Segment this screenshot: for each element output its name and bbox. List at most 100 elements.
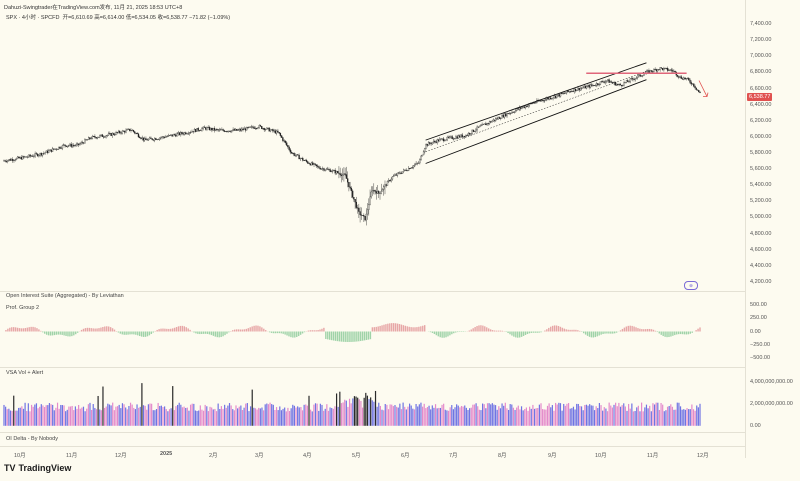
oi-bar [443, 331, 445, 338]
candle-body [457, 135, 460, 139]
candle-body [647, 70, 649, 72]
vsa-bar [198, 410, 200, 426]
oi-bar [441, 331, 443, 338]
oi-bar [177, 326, 180, 332]
candle-body [120, 132, 122, 134]
oi-bar [323, 327, 325, 332]
candle-body [79, 143, 81, 146]
candle-body [629, 78, 631, 82]
candle-body [576, 89, 578, 92]
candle-body [43, 153, 45, 154]
candle-body [655, 69, 658, 72]
oi-bar [629, 325, 631, 332]
candle-body [63, 144, 65, 146]
candle-body [573, 88, 575, 92]
vsa-bar [9, 410, 12, 426]
vsa-bar [527, 410, 529, 426]
oi-bar [32, 326, 34, 332]
vsa-bar [391, 404, 393, 426]
vsa-bar [219, 408, 221, 426]
vsa-bar [74, 406, 76, 426]
oi-delta-title[interactable]: OI Delta - By Nobody [6, 436, 58, 442]
vsa-bar [350, 403, 352, 426]
vsa-bar [102, 386, 104, 426]
candle-body [130, 130, 132, 131]
candle-body [673, 70, 675, 72]
oi-bar [346, 331, 348, 342]
candle-body [680, 76, 682, 79]
candle-body [259, 125, 262, 127]
oi-bar [451, 331, 453, 335]
indicator-badge-icon[interactable]: ⊕ [684, 281, 698, 290]
oi-bar [482, 325, 484, 332]
vsa-bar [572, 406, 575, 426]
vsa-bar [311, 411, 313, 426]
candle-body [685, 78, 687, 80]
vsa-tick: 4,000,000,000.00 [750, 378, 793, 385]
candle-body [561, 93, 563, 94]
candle-body [349, 186, 351, 189]
oi-bar [193, 331, 195, 333]
vsa-bar [313, 404, 315, 426]
oi-bar [468, 330, 470, 332]
oi-bar [299, 331, 302, 335]
oi-bar [534, 331, 536, 333]
candle-body [31, 155, 34, 157]
oi-pane-title[interactable]: Open Interest Suite (Aggregated) - By Le… [6, 293, 124, 299]
vsa-bar [551, 405, 553, 426]
candle-body [310, 162, 313, 166]
vsa-pane-title[interactable]: VSA Vol + Alert [6, 370, 44, 376]
candle-body [505, 113, 507, 117]
candle-body [385, 184, 387, 186]
candle-body [543, 100, 546, 102]
vsa-bar [250, 406, 252, 426]
vsa-bar [30, 404, 33, 426]
oi-bar [71, 331, 73, 337]
oi-bar [615, 331, 618, 333]
candle-body [266, 127, 268, 130]
oi-bar [486, 327, 488, 332]
candle-body [400, 173, 402, 175]
oi-bar [140, 331, 143, 337]
vsa-bar [353, 396, 356, 426]
prof-group-label[interactable]: Prof. Group 2 [6, 305, 40, 311]
time-tick: 10月 [595, 453, 607, 459]
oi-bar [643, 329, 645, 332]
oi-bar [476, 326, 478, 332]
oi-bar [139, 331, 141, 337]
oi-bar [55, 331, 58, 335]
oi-bar [363, 331, 366, 341]
vsa-bar [345, 400, 347, 426]
candle-body [302, 157, 304, 161]
vsa-bar [21, 406, 23, 426]
candle-body [323, 168, 325, 171]
candle-body [583, 85, 585, 88]
candle-body [218, 129, 221, 131]
candle-body [27, 156, 29, 158]
candle-body [56, 148, 59, 150]
vsa-bar [593, 410, 596, 426]
candle-body [522, 106, 524, 108]
candle-body [135, 132, 137, 134]
vsa-bar [332, 408, 334, 426]
oi-bar [689, 331, 692, 334]
candle-body [567, 90, 569, 92]
candle-body [664, 67, 666, 69]
candle-body [40, 152, 43, 156]
oi-bar [336, 331, 339, 342]
vsa-bar [681, 409, 683, 426]
candle-body [237, 129, 239, 131]
candle-body [614, 82, 616, 86]
vsa-bar [577, 403, 579, 426]
candle-body [201, 128, 203, 131]
oi-bar [201, 331, 203, 334]
candle-body [195, 129, 197, 132]
vsa-bar [222, 408, 224, 426]
candle-body [371, 190, 374, 193]
vsa-bar [68, 406, 70, 426]
candle-body [94, 136, 96, 138]
vsa-bar [545, 409, 547, 426]
candle-body [211, 127, 213, 131]
candle-body [309, 163, 311, 166]
